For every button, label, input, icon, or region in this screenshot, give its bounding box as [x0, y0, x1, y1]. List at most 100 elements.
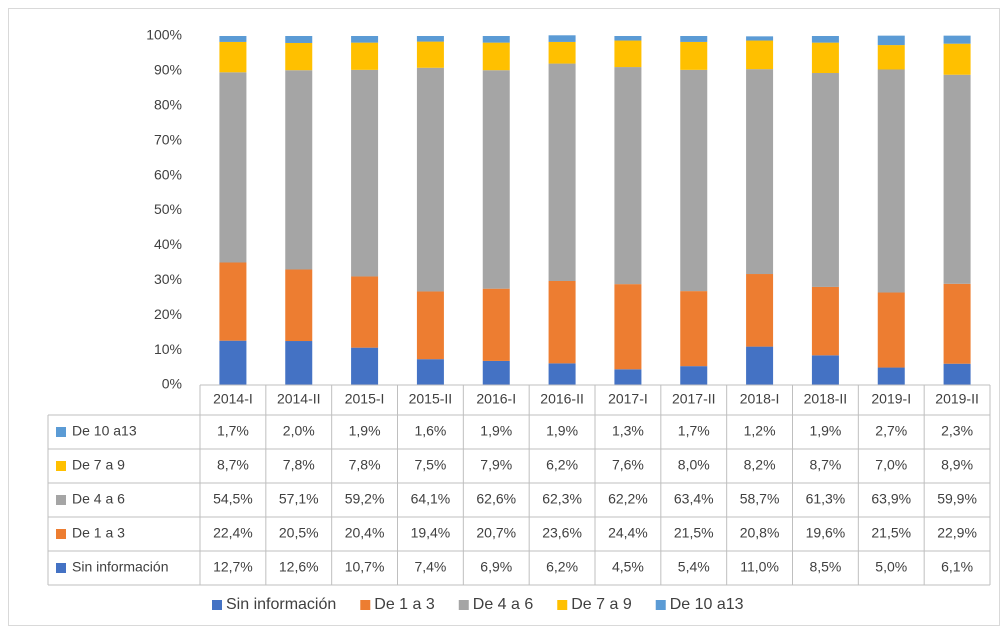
bar-segment — [811, 42, 839, 73]
bar-segment — [811, 36, 839, 43]
y-tick-label: 70% — [154, 131, 182, 147]
table-cell: 2,0% — [283, 423, 315, 439]
legend-key — [557, 600, 568, 610]
table-cell: 7,5% — [414, 457, 446, 473]
table-cell: 11,0% — [740, 559, 779, 575]
legend-label: De 10 a13 — [670, 596, 744, 613]
bar-segment — [416, 291, 444, 360]
x-tick-label: 2016-II — [540, 391, 584, 407]
bar-segment — [943, 363, 971, 385]
bar-segment — [811, 286, 839, 356]
bar-segment — [482, 36, 510, 43]
bar-segment — [943, 74, 971, 284]
bar-segment — [746, 69, 774, 275]
table-cell: 1,3% — [612, 423, 644, 439]
x-tick-label: 2019-I — [871, 391, 911, 407]
bar-segment — [482, 70, 510, 289]
bar-segment — [680, 366, 708, 385]
table-cell: 20,5% — [279, 525, 319, 541]
table-legend-key — [56, 529, 66, 539]
legend-label: De 7 a 9 — [571, 596, 632, 613]
bar-segment — [351, 347, 379, 385]
bar-segment — [351, 69, 379, 277]
bar-segment — [877, 292, 905, 368]
y-tick-label: 10% — [154, 341, 182, 357]
table-cell: 64,1% — [411, 491, 451, 507]
bar-segment — [680, 41, 708, 70]
bar-segment — [482, 42, 510, 71]
x-tick-label: 2017-I — [608, 391, 648, 407]
table-cell: 8,7% — [217, 457, 249, 473]
table-cell: 7,4% — [414, 559, 446, 575]
bar-segment — [943, 43, 971, 75]
bar-segment — [746, 36, 774, 41]
bar-segment — [548, 63, 576, 281]
x-tick-label: 2015-II — [409, 391, 453, 407]
y-tick-label: 90% — [154, 62, 182, 78]
x-tick-label: 2018-II — [804, 391, 848, 407]
table-cell: 1,9% — [349, 423, 381, 439]
table-cell: 12,6% — [279, 559, 319, 575]
bar-segment — [811, 72, 839, 287]
table-legend-key — [56, 427, 66, 437]
table-cell: 22,9% — [937, 525, 977, 541]
table-cell: 21,5% — [871, 525, 911, 541]
x-tick-label: 2016-I — [476, 391, 516, 407]
x-tick-label: 2015-I — [345, 391, 385, 407]
bar-segment — [351, 276, 379, 348]
y-tick-label: 80% — [154, 97, 182, 113]
table-cell: 57,1% — [279, 491, 319, 507]
table-cell: 6,1% — [941, 559, 973, 575]
y-tick-label: 0% — [162, 376, 182, 392]
bar-segment — [746, 346, 774, 385]
legend-key — [212, 600, 222, 610]
table-legend-key — [56, 461, 66, 471]
bar-segment — [680, 69, 708, 292]
table-cell: 8,0% — [678, 457, 710, 473]
bar-segment — [614, 369, 642, 385]
x-tick-label: 2014-II — [277, 391, 321, 407]
x-tick-label: 2019-II — [935, 391, 979, 407]
legend-key — [360, 600, 371, 610]
table-cell: 1,7% — [678, 423, 710, 439]
bar-segment — [943, 283, 971, 364]
table-cell: 1,9% — [809, 423, 841, 439]
bar-segment — [351, 36, 379, 43]
table-cell: 59,2% — [345, 491, 385, 507]
y-tick-label: 50% — [154, 201, 182, 217]
table-cell: 21,5% — [674, 525, 714, 541]
table-legend-key — [56, 563, 66, 573]
bar-segment — [877, 35, 905, 46]
bar-segment — [680, 291, 708, 367]
legend-key — [655, 600, 666, 610]
bar-segment — [548, 41, 576, 64]
table-cell: 7,8% — [349, 457, 381, 473]
table-legend-key — [56, 495, 66, 505]
bar-segment — [877, 69, 905, 293]
bar-segment — [877, 45, 905, 70]
bar-segment — [219, 72, 247, 263]
bar-segment — [285, 42, 313, 71]
bar-segment — [614, 40, 642, 68]
table-cell: 61,3% — [806, 491, 846, 507]
y-tick-label: 60% — [154, 166, 182, 182]
bar-segment — [746, 274, 774, 347]
table-cell: 8,9% — [941, 457, 973, 473]
bar-segment — [614, 284, 642, 370]
bar-segment — [877, 367, 905, 385]
table-cell: 4,5% — [612, 559, 644, 575]
legend-key — [458, 600, 469, 610]
legend-label: Sin información — [226, 596, 336, 613]
bar-segment — [416, 36, 444, 42]
bar-segment — [219, 262, 247, 341]
table-cell: 2,7% — [875, 423, 907, 439]
y-tick-label: 100% — [146, 27, 182, 43]
bar-segment — [416, 359, 444, 385]
table-cell: 19,6% — [806, 525, 846, 541]
bar-segment — [548, 280, 576, 364]
table-cell: 1,9% — [546, 423, 578, 439]
table-cell: 20,7% — [476, 525, 516, 541]
table-row-label: De 7 a 9 — [72, 457, 125, 473]
bar-segment — [482, 288, 510, 361]
